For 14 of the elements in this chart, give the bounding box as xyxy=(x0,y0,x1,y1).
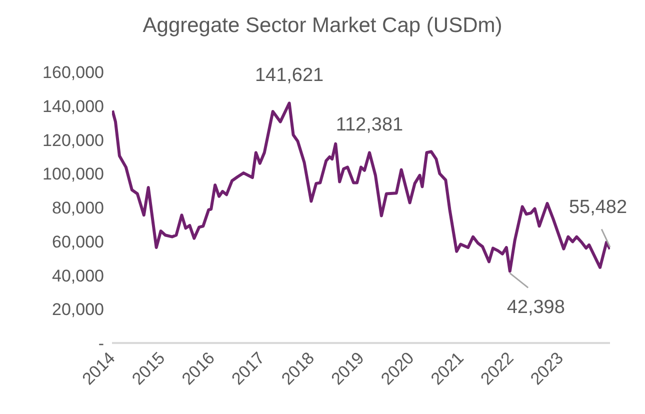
annotation: 55,482 xyxy=(568,197,628,218)
y-tick-label: - xyxy=(98,334,104,354)
y-tick-label: 40,000 xyxy=(52,266,104,286)
chart-title: Aggregate Sector Market Cap (USDm) xyxy=(142,14,504,38)
y-tick-label: 20,000 xyxy=(52,300,104,320)
annotation: 112,381 xyxy=(336,114,404,136)
y-tick-label: 80,000 xyxy=(52,198,104,218)
annotation: 42,398 xyxy=(506,297,565,318)
y-tick-label: 120,000 xyxy=(42,130,104,150)
y-tick-label: 140,000 xyxy=(42,96,104,116)
y-tick-label: 60,000 xyxy=(52,232,104,252)
y-tick-label: 100,000 xyxy=(42,164,104,184)
annotation: 141,621 xyxy=(254,65,324,86)
y-tick-label: 160,000 xyxy=(42,63,104,82)
